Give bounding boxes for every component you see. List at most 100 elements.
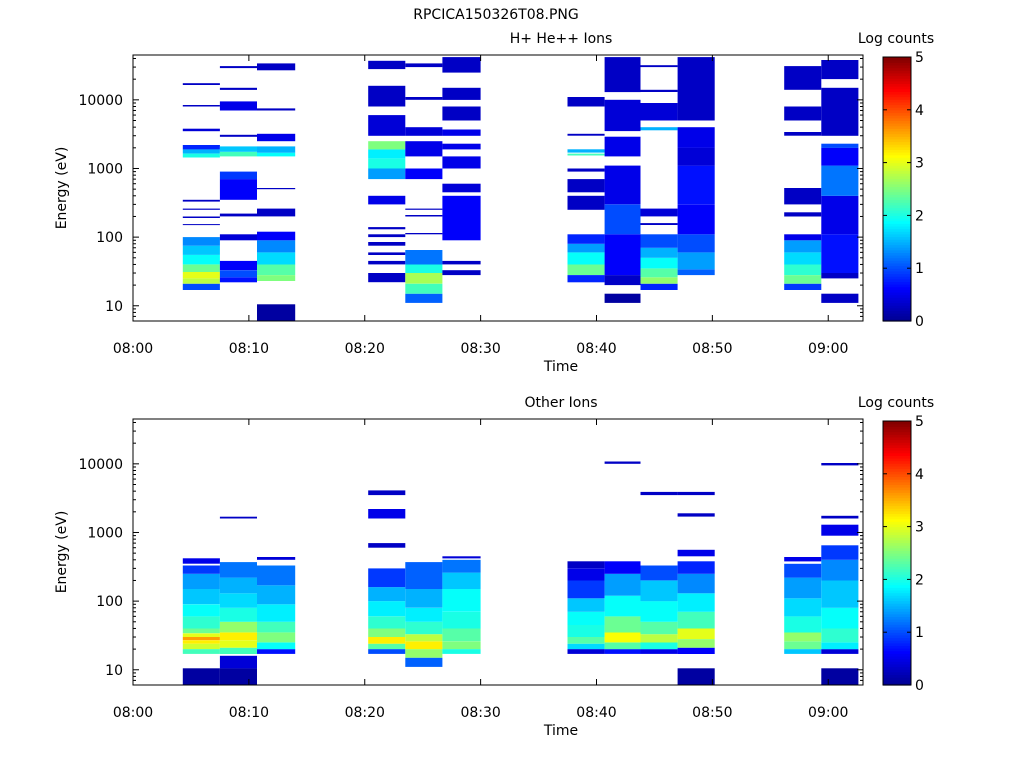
spectrogram-cell bbox=[405, 264, 443, 273]
spectrogram-cell bbox=[442, 195, 481, 241]
spectrogram-cell bbox=[219, 632, 257, 641]
colorbar-segment bbox=[883, 494, 911, 499]
spectrogram-cell bbox=[368, 643, 406, 650]
spectrogram-cell bbox=[405, 97, 443, 100]
spectrogram-cell bbox=[604, 99, 641, 132]
spectrogram-cell bbox=[182, 237, 220, 246]
colorbar-segment bbox=[883, 233, 911, 238]
y-tick-label: 10 bbox=[105, 663, 123, 679]
spectrogram-cell bbox=[219, 647, 257, 654]
colorbar-segment bbox=[883, 236, 911, 240]
spectrogram-cell bbox=[442, 106, 481, 121]
colorbar-segment bbox=[883, 239, 911, 243]
colorbar-segment bbox=[883, 616, 911, 620]
spectrogram-cell bbox=[784, 283, 822, 290]
spectrogram-cell bbox=[604, 461, 641, 464]
spectrogram-cell bbox=[567, 97, 605, 107]
colorbar-segment bbox=[883, 128, 911, 132]
spectrogram-cell bbox=[784, 563, 822, 578]
colorbar-segment bbox=[883, 181, 911, 185]
colorbar-segment bbox=[883, 120, 911, 124]
colorbar-segment bbox=[883, 481, 911, 485]
colorbar-segment bbox=[883, 595, 911, 599]
colorbar-tick-label: 3 bbox=[915, 156, 924, 172]
spectrogram-cell bbox=[784, 264, 822, 275]
spectrogram-cell bbox=[368, 273, 406, 283]
spectrogram-cell bbox=[182, 153, 220, 158]
colorbar-segment bbox=[883, 64, 911, 69]
spectrogram-cell bbox=[368, 85, 406, 107]
spectrogram-cell bbox=[257, 146, 296, 153]
spectrogram-cell bbox=[821, 524, 859, 536]
spectrogram-cell bbox=[405, 283, 443, 294]
colorbar-tick-label: 4 bbox=[915, 103, 924, 119]
colorbar-segment bbox=[883, 439, 911, 443]
spectrogram-cell bbox=[567, 195, 605, 210]
spectrogram-cell bbox=[257, 604, 296, 622]
colorbar-tick-label: 0 bbox=[915, 678, 924, 694]
colorbar-segment bbox=[883, 62, 911, 66]
x-tick-label: 08:30 bbox=[460, 705, 500, 721]
colorbar-segment bbox=[883, 313, 911, 317]
colorbar-segment bbox=[883, 566, 911, 570]
spectrogram-cell bbox=[182, 589, 220, 605]
colorbar-label: Log counts bbox=[858, 395, 934, 411]
colorbar-segment bbox=[883, 547, 911, 551]
spectrogram-cell bbox=[677, 252, 715, 270]
colorbar-segment bbox=[883, 249, 911, 253]
colorbar-tick-label: 5 bbox=[915, 414, 924, 430]
spectrogram-cell bbox=[257, 208, 296, 217]
spectrogram-cell bbox=[821, 642, 859, 650]
spectrogram-cell bbox=[368, 601, 406, 617]
spectrogram-cell bbox=[640, 103, 678, 121]
spectrogram-cell bbox=[640, 247, 678, 258]
spectrogram-cell bbox=[219, 101, 257, 111]
colorbar-segment bbox=[883, 154, 911, 158]
colorbar-segment bbox=[883, 125, 911, 129]
colorbar-segment bbox=[883, 531, 911, 536]
spectrogram-cell bbox=[219, 577, 257, 594]
spectrogram-cell bbox=[677, 269, 715, 276]
spectrogram-cell bbox=[257, 621, 296, 633]
spectrogram-cell bbox=[677, 593, 715, 612]
spectrogram-cell bbox=[368, 234, 406, 238]
spectrogram-cell bbox=[784, 240, 822, 253]
colorbar-segment bbox=[883, 247, 911, 251]
spectrogram-cell bbox=[567, 179, 605, 193]
colorbar-segment bbox=[883, 152, 911, 156]
spectrogram-cell bbox=[640, 565, 678, 581]
spectrogram-cell bbox=[257, 585, 296, 605]
colorbar-segment bbox=[883, 608, 911, 612]
spectrogram-cell bbox=[442, 156, 481, 169]
spectrogram-cell bbox=[182, 149, 220, 154]
colorbar-segment bbox=[883, 648, 911, 652]
spectrogram-cell bbox=[640, 621, 678, 635]
spectrogram-cell bbox=[640, 127, 678, 131]
spectrogram-cell bbox=[604, 165, 641, 205]
spectrogram-cell bbox=[567, 234, 605, 244]
spectrogram-cell bbox=[182, 83, 220, 85]
colorbar-segment bbox=[883, 70, 911, 74]
spectrogram-cell bbox=[219, 171, 257, 180]
colorbar-segment bbox=[883, 634, 911, 639]
colorbar-segment bbox=[883, 568, 911, 573]
spectrogram-cell bbox=[784, 252, 822, 265]
colorbar-segment bbox=[883, 225, 911, 230]
spectrogram-cell bbox=[182, 643, 220, 650]
spectrogram-cell bbox=[219, 66, 257, 69]
colorbar-segment bbox=[883, 682, 911, 686]
spectrogram-cell bbox=[182, 558, 220, 564]
spectrogram-cell bbox=[405, 621, 443, 635]
spectrogram-cell bbox=[182, 224, 220, 226]
colorbar-segment bbox=[883, 228, 911, 232]
colorbar-segment bbox=[883, 241, 911, 246]
y-tick-label: 100 bbox=[96, 594, 123, 610]
colorbar-segment bbox=[883, 671, 911, 676]
spectrogram-cell bbox=[257, 632, 296, 643]
colorbar: 0 1 2 3 4 5 Log counts bbox=[858, 395, 934, 694]
spectrogram-cell bbox=[219, 516, 257, 519]
colorbar-segment bbox=[883, 555, 911, 559]
colorbar-segment bbox=[883, 650, 911, 654]
spectrogram-cell bbox=[640, 234, 678, 248]
colorbar-segment bbox=[883, 434, 911, 438]
